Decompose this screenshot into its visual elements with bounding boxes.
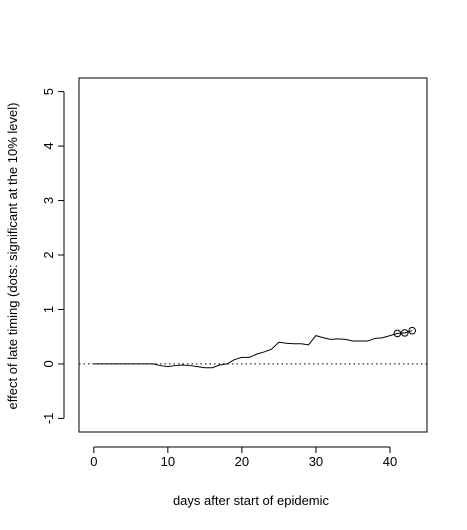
effect-series-line [93,330,413,369]
significant-points [393,326,416,338]
y-axis: -1 0 1 2 3 4 5 [41,88,65,425]
y-tick-label: 2 [41,251,56,258]
x-tick-label: 10 [161,454,175,469]
x-tick-label: 30 [309,454,323,469]
x-axis: 0 10 20 30 40 [90,446,397,469]
x-axis-title: days after start of epidemic [173,493,330,508]
significant-point [393,329,402,338]
significant-point [400,329,409,337]
y-axis-title: effect of late timing (dots: significant… [5,103,20,410]
x-tick-label: 40 [383,454,397,469]
y-tick-label: 4 [41,142,56,149]
x-tick-label: 0 [90,454,97,469]
x-tick-label: 20 [235,454,249,469]
y-tick-label: 1 [41,306,56,313]
plot-box [78,77,428,433]
y-tick-label: -1 [41,413,56,425]
y-tick-label: 0 [41,360,56,367]
significant-point [408,326,416,335]
y-tick-label: 3 [41,197,56,204]
y-tick-label: 5 [41,88,56,95]
